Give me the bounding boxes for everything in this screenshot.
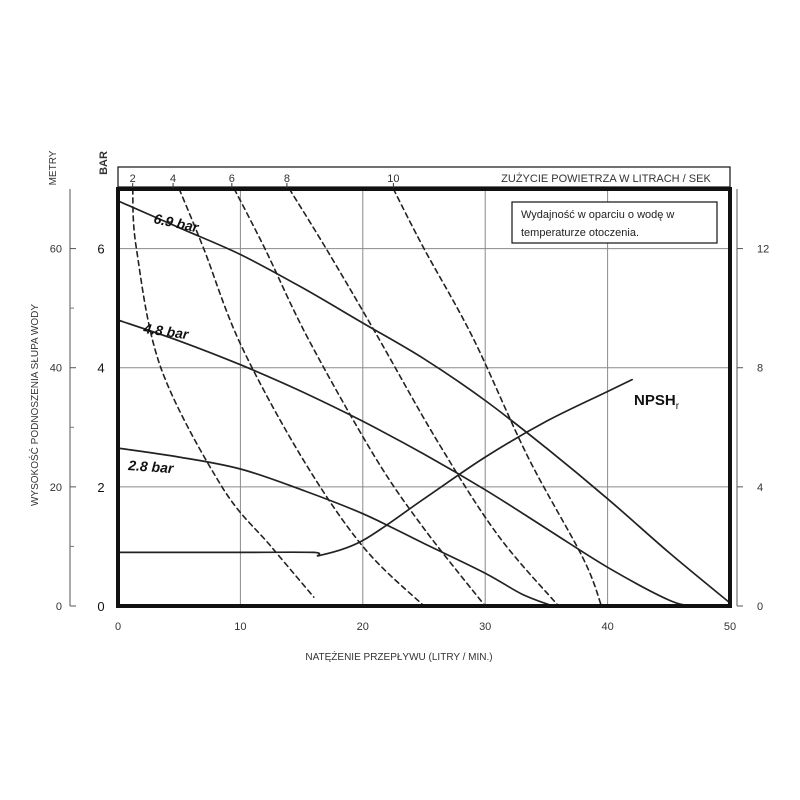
head-curve-6-9-bar	[117, 200, 731, 604]
air-tick-label: 8	[284, 173, 290, 185]
x-tick-label: 30	[479, 621, 491, 633]
head-curve-2-8-bar	[117, 447, 554, 607]
bar-tick-label: 2	[97, 480, 104, 495]
npsh-axis-ticks: 0 4 8 12	[737, 244, 769, 613]
air-tick-label: 4	[170, 173, 176, 185]
npsh-label-sub: r	[676, 401, 680, 412]
bar-axis-ticks: 0 2 4 6	[97, 242, 104, 614]
x-tick-label: 40	[601, 621, 613, 633]
bar-tick-label: 6	[97, 242, 104, 257]
meters-unit-label: METRY	[48, 150, 59, 185]
note-line-2: temperaturze otoczenia.	[521, 227, 639, 239]
npsh-tick-label: 0	[757, 601, 763, 613]
npsh-tick-label: 4	[757, 482, 763, 494]
air-tick-label: 10	[387, 173, 399, 185]
curve-label-4-8-bar: 4.8 bar	[142, 320, 191, 342]
curves	[117, 188, 731, 607]
npsh-label: NPSHr	[634, 392, 680, 412]
air-tick-label: 6	[229, 173, 235, 185]
meters-axis-ticks: 0 20 40 60	[50, 244, 76, 613]
npsh-label-main: NPSH	[634, 392, 676, 409]
x-tick-label: 20	[357, 621, 369, 633]
head-curve-npshr	[117, 378, 633, 557]
head-curve-4-8-bar	[117, 319, 695, 607]
meters-tick-label: 20	[50, 482, 62, 494]
x-tick-label: 0	[115, 621, 121, 633]
npsh-tick-label: 12	[757, 244, 769, 256]
x-axis-title: NATĘŻENIE PRZEPŁYWU (LITRY / MIN.)	[305, 650, 492, 663]
x-tick-label: 10	[234, 621, 246, 633]
note-box	[511, 201, 718, 244]
x-tick-label: 50	[724, 621, 736, 633]
bar-unit-label: BAR	[98, 151, 110, 175]
npsh-tick-label: 8	[757, 363, 763, 375]
meters-tick-label: 40	[50, 363, 62, 375]
curve-label-6-9-bar: 6.9 bar	[152, 210, 201, 235]
air-consumption-band	[117, 166, 731, 188]
air-consumption-curve-2	[131, 188, 315, 598]
x-axis-ticks: 0 10 20 30 40 50	[115, 621, 736, 633]
meters-tick-label: 60	[50, 244, 62, 256]
meters-axis-title: WYSOKOŚĆ PODNOSZENIA SŁUPA WODY	[28, 304, 41, 506]
air-consumption-curve-10	[392, 188, 603, 607]
note-line-1: Wydajność w oparciu o wodę w	[521, 209, 674, 221]
meters-tick-label: 0	[56, 601, 62, 613]
plot-frame	[116, 187, 732, 608]
air-consumption-label: ZUŻYCIE POWIETRZA W LITRACH / SEK	[501, 172, 711, 185]
air-consumption-ticks: 2 4 6 8 10	[130, 173, 400, 188]
air-consumption-curve-4	[178, 188, 425, 607]
air-consumption-curve-6	[233, 188, 486, 607]
bar-tick-label: 4	[97, 361, 104, 376]
curve-label-2-8-bar: 2.8 bar	[127, 457, 176, 476]
air-tick-label: 2	[130, 173, 136, 185]
air-consumption-curve-8	[288, 188, 560, 607]
bar-tick-label: 0	[97, 599, 104, 614]
